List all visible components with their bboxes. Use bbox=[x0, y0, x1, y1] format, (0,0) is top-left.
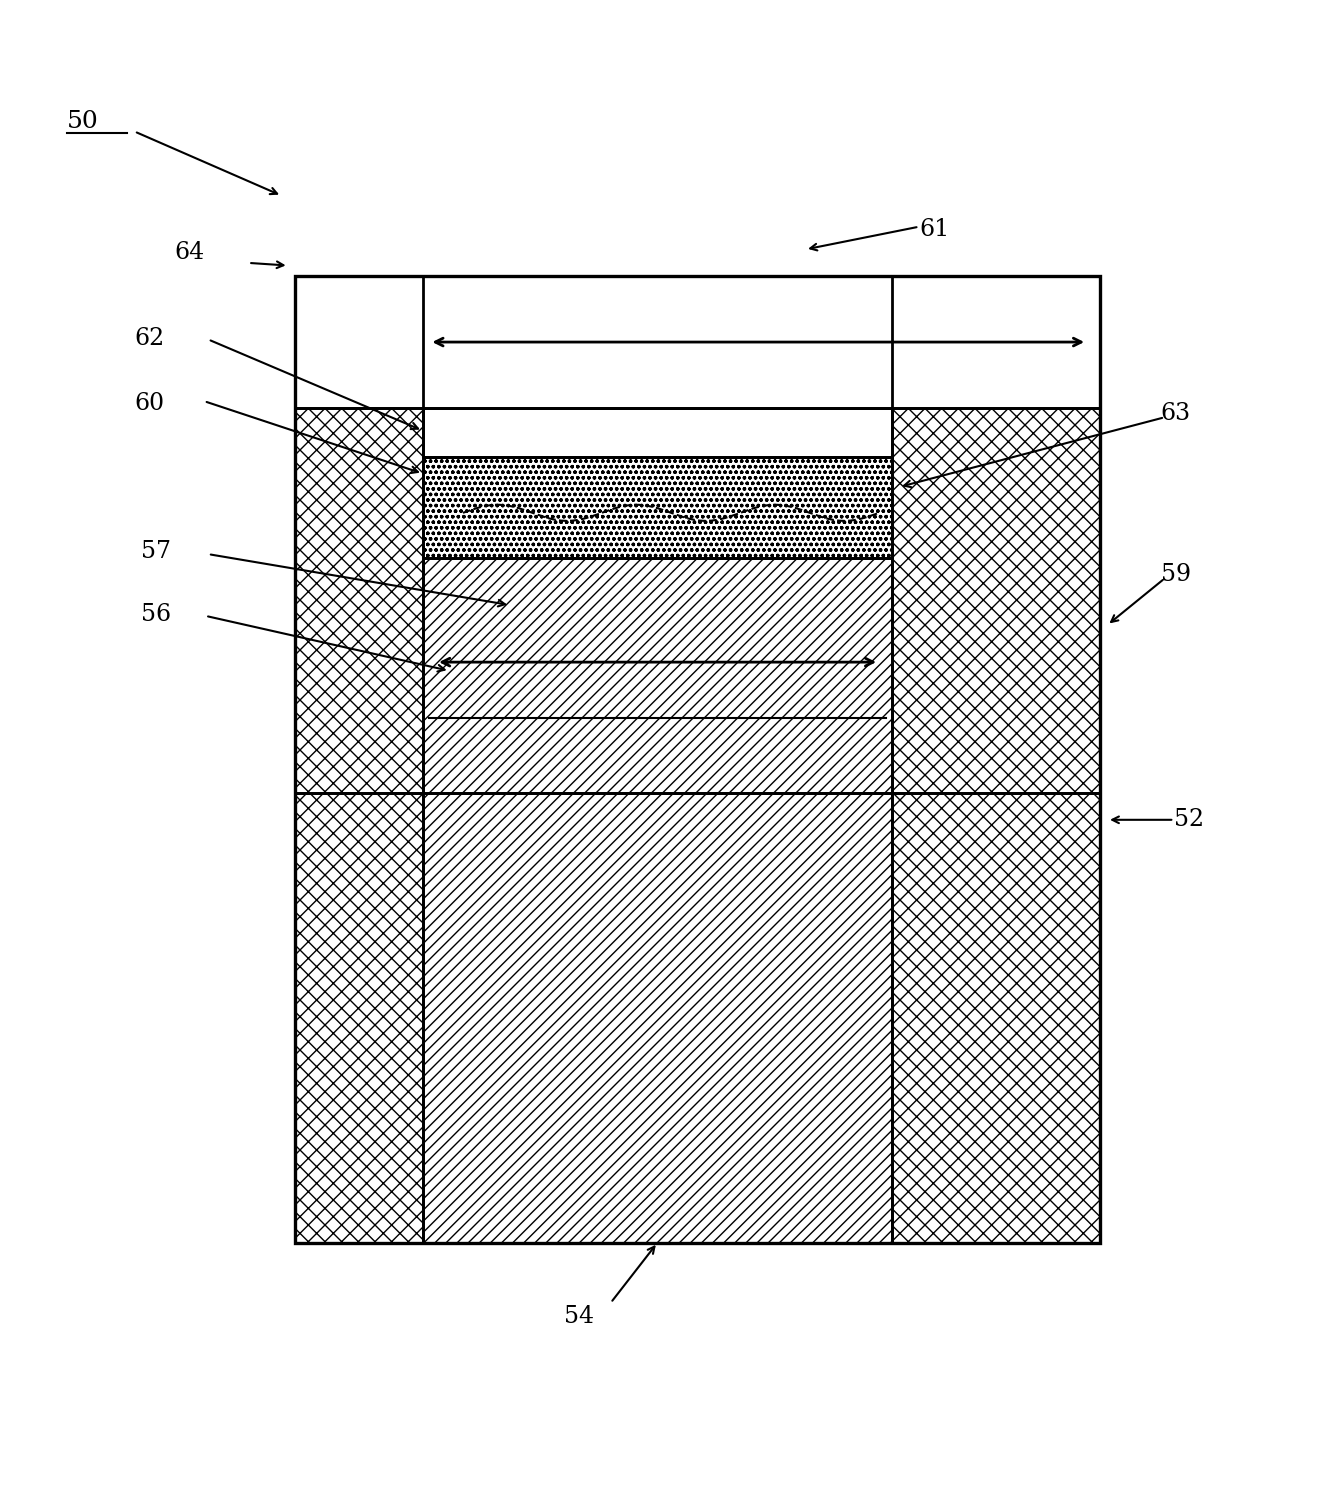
Text: 50: 50 bbox=[67, 110, 99, 133]
Text: 64: 64 bbox=[174, 240, 205, 264]
Bar bbox=[295, 276, 1100, 1243]
Bar bbox=[892, 792, 1100, 1243]
Text: 56: 56 bbox=[141, 603, 170, 627]
Bar bbox=[892, 276, 1100, 792]
Text: 52: 52 bbox=[1174, 809, 1204, 831]
Bar bbox=[295, 792, 423, 1243]
Bar bbox=[423, 407, 892, 458]
Bar bbox=[295, 276, 423, 792]
Text: 59: 59 bbox=[1161, 562, 1190, 586]
Text: 61: 61 bbox=[919, 218, 950, 240]
Bar bbox=[423, 458, 892, 558]
Bar bbox=[295, 792, 1100, 1243]
Text: 57: 57 bbox=[141, 540, 170, 562]
Bar bbox=[423, 558, 892, 792]
Text: 63: 63 bbox=[1161, 401, 1190, 425]
Text: 60: 60 bbox=[134, 392, 164, 415]
Bar bbox=[423, 792, 892, 1243]
Text: 62: 62 bbox=[134, 327, 165, 349]
Bar bbox=[295, 276, 1100, 407]
Text: 54: 54 bbox=[564, 1306, 593, 1328]
